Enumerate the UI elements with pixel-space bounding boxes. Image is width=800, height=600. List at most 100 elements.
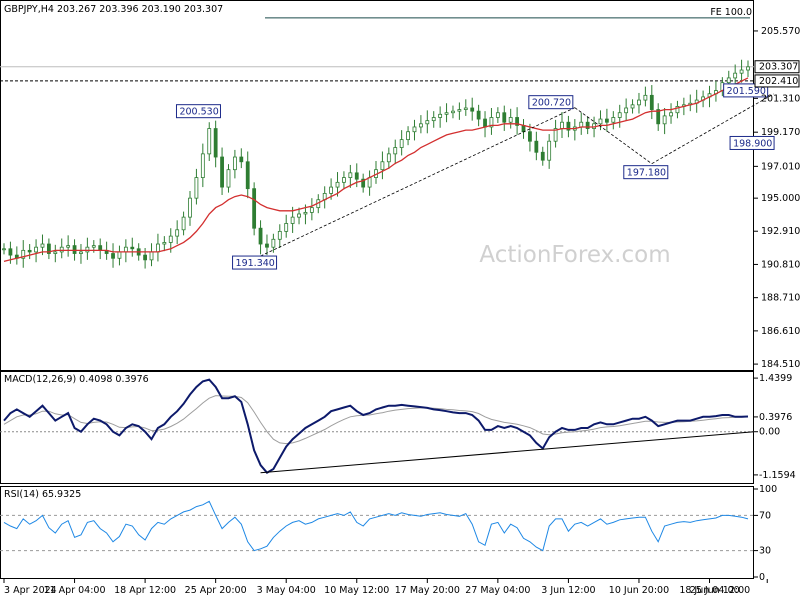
main-y-tick-label: 199.170 xyxy=(761,127,800,138)
x-tick-label: 10 May 12:00 xyxy=(324,585,389,596)
candle-body xyxy=(117,251,122,259)
x-tick-label: 11 Apr 04:00 xyxy=(44,585,106,596)
candle-body xyxy=(53,251,58,254)
candle-body xyxy=(579,121,584,128)
swing-lines xyxy=(260,93,774,257)
x-tick-label: 27 May 04:00 xyxy=(465,585,530,596)
candle-body xyxy=(476,110,481,120)
candle-body xyxy=(643,94,648,101)
annotation-197.180: 197.180 xyxy=(623,165,669,180)
candle-body xyxy=(412,126,417,133)
candle-body xyxy=(470,107,475,112)
main-y-tick-label: 205.570 xyxy=(761,26,800,37)
candle-body xyxy=(162,242,167,245)
candle-body xyxy=(34,246,38,253)
candle-body xyxy=(252,188,257,229)
candle-body xyxy=(463,107,468,110)
candle-body xyxy=(123,246,128,253)
rsi-header: RSI(14) 65.9325 xyxy=(4,489,81,500)
candle-body xyxy=(611,117,616,123)
main-y-tick-label: 184.510 xyxy=(761,359,800,370)
candle-body xyxy=(656,109,661,125)
candle-body xyxy=(213,128,218,158)
macd-y-tick-label: 1.4399 xyxy=(759,373,792,384)
annotation-text: 201.590 xyxy=(727,86,766,97)
main-header: GBPJPY,H4 203.267 203.396 203.190 203.30… xyxy=(4,4,223,15)
annotation-box xyxy=(623,165,669,180)
candle-body xyxy=(624,107,629,114)
candle-body xyxy=(200,153,205,178)
macd-line xyxy=(3,378,749,474)
candle-body xyxy=(560,121,564,129)
annotation-198.900: 198.900 xyxy=(729,135,775,150)
candle-body xyxy=(271,238,276,248)
main-y-tick-label: 195.000 xyxy=(761,193,800,204)
candle-body xyxy=(726,77,731,84)
annotation-box xyxy=(175,104,221,119)
candle-body xyxy=(21,249,26,259)
candle-body xyxy=(239,156,244,163)
price-lines xyxy=(0,66,754,82)
candle-body xyxy=(27,249,32,253)
support-price-tag xyxy=(754,74,800,88)
candle-body xyxy=(111,253,115,259)
rsi-panel-frame xyxy=(0,486,754,579)
macd-header: MACD(12,26,9) 0.4098 0.3976 xyxy=(4,374,149,385)
candle-body xyxy=(669,112,673,117)
candle-body xyxy=(399,139,404,148)
candle-body xyxy=(8,248,13,256)
candle-body xyxy=(386,153,391,163)
annotation-box xyxy=(729,135,775,150)
candle-body xyxy=(604,118,609,123)
moving-average xyxy=(3,77,749,263)
candle-body xyxy=(406,131,410,141)
candle-body xyxy=(329,186,334,194)
candle-body xyxy=(168,235,173,243)
candle-body xyxy=(598,118,603,125)
macd-y-tick-label: -1.1594 xyxy=(759,470,796,481)
watermark: ActionForex.com xyxy=(479,242,670,268)
candle-body xyxy=(521,124,526,133)
candle-body xyxy=(309,207,314,213)
candle-body xyxy=(585,121,590,129)
x-tick-label: 17 May 20:00 xyxy=(395,585,460,596)
main-y-tick-label: 190.810 xyxy=(761,259,800,270)
x-tick-label: 3 Jun 12:00 xyxy=(541,585,595,596)
macd-y-tick-label: 0.3976 xyxy=(759,412,792,423)
candle-body xyxy=(662,115,667,125)
candle-body xyxy=(290,216,295,224)
candle-body xyxy=(303,211,308,215)
candle-body xyxy=(226,169,231,188)
main-y-tick-label: 188.710 xyxy=(761,293,800,304)
swing-line xyxy=(260,107,575,257)
candle-body xyxy=(232,156,237,171)
candle-body xyxy=(284,223,289,232)
annotation-200.720: 200.720 xyxy=(528,95,574,110)
main-y-tick-label: 197.010 xyxy=(761,161,800,172)
macd-lines xyxy=(3,378,749,474)
candle-body xyxy=(361,178,366,188)
candle-body xyxy=(630,104,635,109)
rsi-y-tick-label: 100 xyxy=(759,484,777,495)
candle-body xyxy=(637,99,641,106)
rsi-y-axis: 100 70 30 0 xyxy=(754,484,777,583)
candle-body xyxy=(149,251,154,261)
annotation-191.340: 191.340 xyxy=(232,255,278,270)
candle-body xyxy=(46,243,51,254)
rsi-levels xyxy=(0,514,754,552)
annotation-box xyxy=(528,95,574,110)
macd-y-tick-label: 0.00 xyxy=(759,427,780,438)
x-tick-label: 18 Jun 04:00 xyxy=(679,585,739,596)
candle-body xyxy=(649,94,654,110)
swing-line xyxy=(651,93,774,165)
candle-body xyxy=(733,72,738,79)
rsi-line xyxy=(3,500,749,552)
candle-body xyxy=(348,172,353,178)
current-price-tag-label: 203.307 xyxy=(759,62,798,73)
candle-body xyxy=(59,246,64,253)
candle-body xyxy=(175,229,180,237)
candle-body xyxy=(617,112,622,118)
fe-label: FE 100.0 xyxy=(710,7,752,18)
ma-line xyxy=(3,77,749,263)
